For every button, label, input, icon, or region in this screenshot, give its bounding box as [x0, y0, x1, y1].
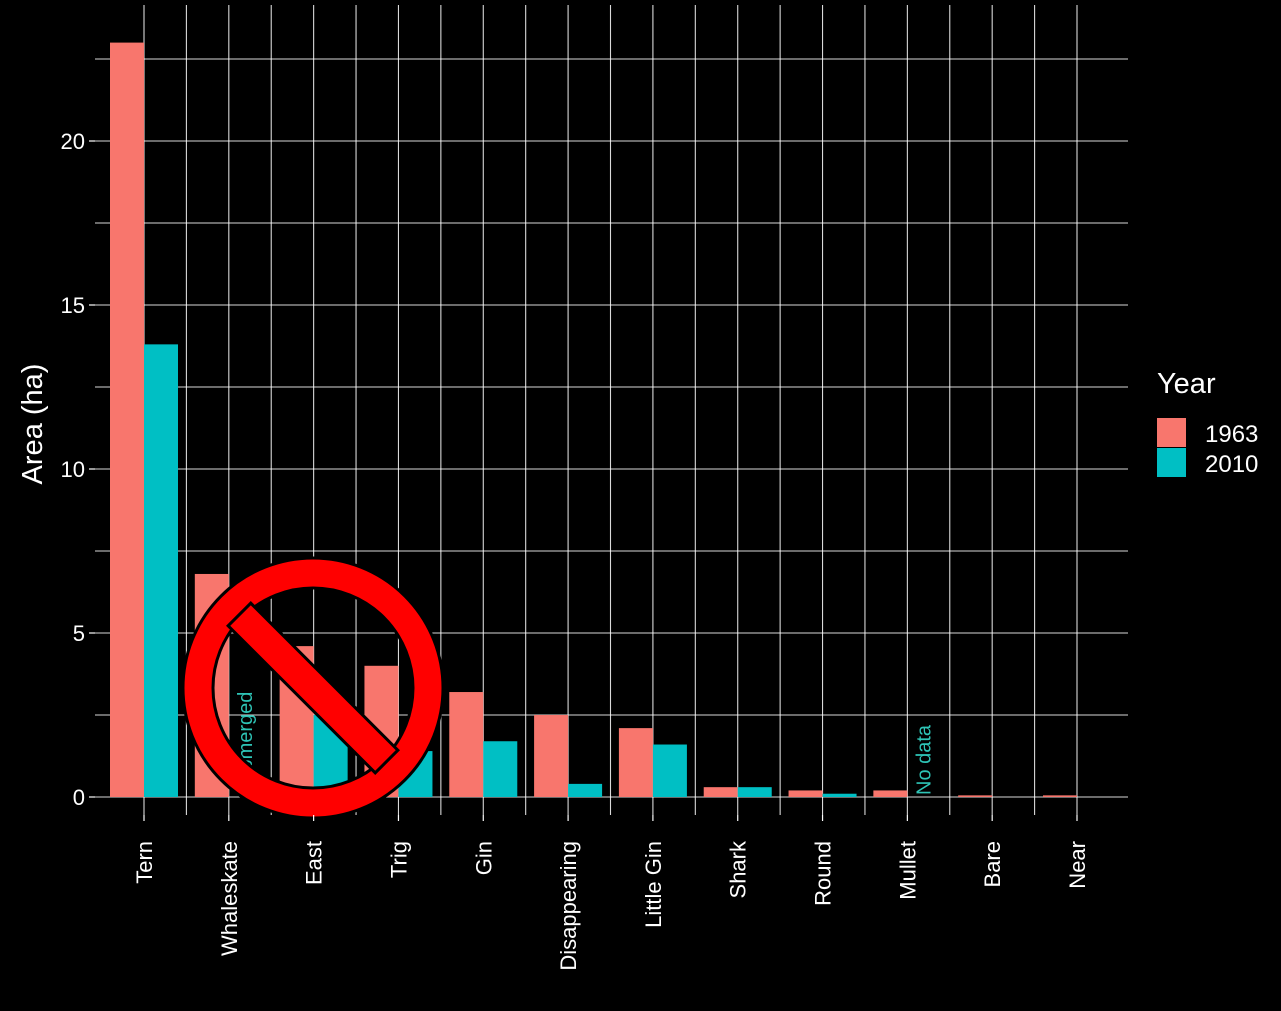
x-tick-label: Whaleskate [217, 841, 242, 956]
y-tick-label: 20 [61, 129, 85, 154]
bar-1963-shark [703, 787, 738, 797]
x-axis: Tern Whaleskate East Trig Gin Disappearing Lit… [132, 815, 1090, 971]
x-tick-label: Near [1065, 841, 1090, 889]
legend-title: Year [1157, 368, 1216, 400]
legend-swatch [1157, 418, 1186, 447]
bar-1963-little-gin [618, 728, 653, 797]
bar-1963-round [788, 790, 823, 797]
bar-1963-gin [449, 692, 484, 797]
bar-2010-round [822, 793, 857, 797]
legend-label: 2010 [1205, 451, 1258, 478]
x-tick-label: Trig [386, 841, 411, 878]
bar-1963-tern [110, 42, 144, 798]
bar-1963-near [1043, 795, 1077, 797]
legend: Year 1963 2010 [1157, 368, 1258, 478]
x-tick-label: Round [811, 841, 836, 906]
x-tick-label: Shark [726, 840, 751, 898]
x-tick-label: East [302, 841, 327, 885]
prohibited-slash [226, 601, 400, 775]
bar-1963-disappearing [534, 715, 569, 797]
prohibited-icon [181, 556, 445, 820]
x-tick-label: Bare [980, 841, 1005, 887]
x-tick-label: Disappearing [556, 841, 581, 971]
x-tick-label: Little Gin [641, 841, 666, 928]
bar-1963-bare [958, 795, 993, 797]
legend-swatch [1157, 448, 1186, 477]
prohibited-ring [181, 556, 445, 820]
y-tick-label: 5 [73, 621, 85, 646]
bar-2010-tern [144, 344, 178, 797]
y-axis: 0 5 10 15 20 [61, 129, 95, 810]
bar-2010-gin [483, 741, 518, 797]
bars [110, 42, 1077, 798]
y-tick-label: 10 [61, 457, 85, 482]
x-tick-label: Mullet [895, 841, 920, 900]
x-tick-label: Gin [471, 841, 496, 875]
bar-2010-disappearing [568, 783, 603, 797]
y-axis-label: Area (ha) [17, 364, 49, 485]
y-tick-label: 15 [61, 293, 85, 318]
bar-1963-mullet [873, 790, 908, 797]
x-tick-label: Tern [132, 841, 157, 884]
bar-2010-little-gin [652, 744, 687, 797]
legend-label: 1963 [1205, 421, 1258, 448]
annotation-label: No data [913, 724, 935, 795]
grid-lines [95, 5, 1128, 815]
y-tick-label: 0 [73, 785, 85, 810]
bar-2010-shark [737, 787, 772, 797]
